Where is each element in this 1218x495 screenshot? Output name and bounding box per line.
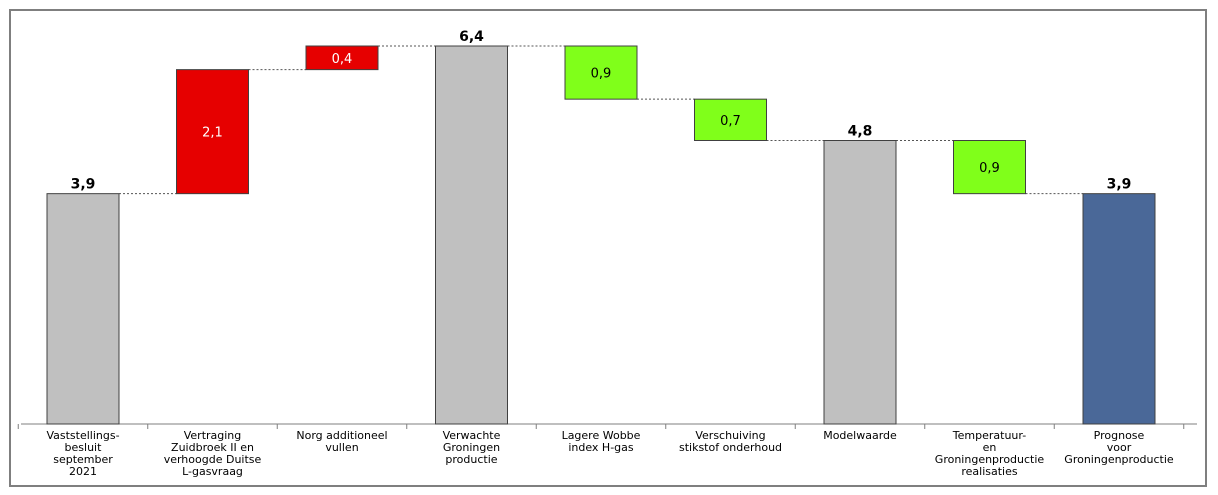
bar-total [1082, 193, 1156, 425]
bar-total [823, 140, 897, 425]
category-label: Verschuiving stikstof onderhoud [679, 429, 782, 454]
bar-increase [176, 69, 249, 195]
category-label: Verwachte Groningen productie [443, 429, 501, 466]
bar-decrease [564, 45, 638, 100]
bar-total [435, 45, 508, 425]
waterfall-chart: 3,9 Vaststellings-besluit september 2021 2,1… [17, 29, 1197, 478]
category-label: Vaststellings-besluit september 2021 [46, 429, 119, 478]
data-label: 0,7 [720, 114, 741, 129]
data-label: 0,4 [332, 52, 353, 67]
bar-total [46, 193, 120, 425]
data-label: 6,4 [459, 29, 484, 45]
category-label: Norg additioneel vullen [296, 429, 387, 454]
bar-increase [305, 45, 379, 71]
data-label: 0,9 [591, 67, 612, 82]
data-label: 4,8 [848, 124, 873, 140]
category-label: Temperatuur-en Groningenproductie realisat… [935, 429, 1045, 478]
category-label: Prognose voor Groningenproductie [1064, 429, 1174, 466]
data-label: 3,9 [1107, 177, 1132, 193]
data-label: 0,9 [979, 161, 1000, 176]
data-label: 3,9 [71, 177, 96, 193]
category-label: Modelwaarde [823, 429, 897, 442]
category-label: Lagere Wobbe index H-gas [562, 429, 641, 454]
bar-decrease [694, 98, 767, 141]
data-label: 2,1 [202, 126, 223, 141]
chart-frame: 3,9 Vaststellings-besluit september 2021 2,1… [9, 9, 1207, 487]
bar-decrease [953, 140, 1026, 195]
category-label: Vertraging Zuidbroek II en verhoogde Duits… [164, 429, 262, 478]
